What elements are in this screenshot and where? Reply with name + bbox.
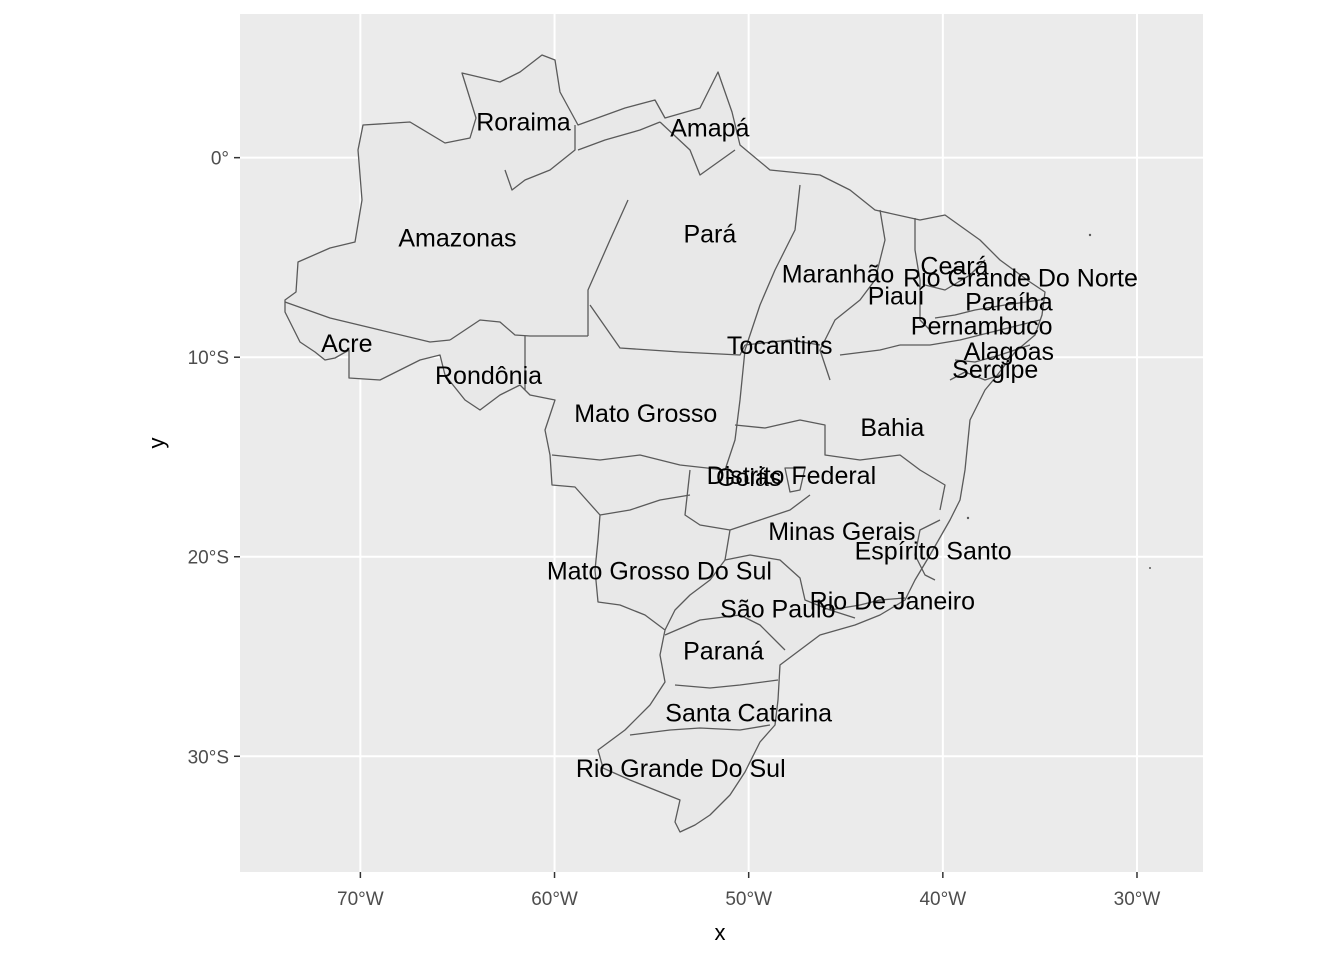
border-sc-rs — [629, 724, 771, 736]
state-label: Distrito Federal — [707, 462, 877, 490]
border-rn-paraiba — [934, 299, 1041, 319]
state-borders — [284, 121, 1041, 736]
island-dot — [966, 516, 970, 520]
state-labels: Amazonas Roraima Amapá Pará Acre Rondônia Mato… — [321, 109, 1138, 783]
x-axis-title: x — [715, 920, 726, 945]
border-tocantins-maranhao — [744, 339, 821, 346]
state-label: Piauí — [868, 282, 925, 310]
y-tick-label: 30°S — [188, 747, 229, 768]
state-label: Pernambuco — [911, 312, 1053, 340]
y-tick-label: 0° — [211, 149, 229, 170]
state-label: Santa Catarina — [665, 699, 832, 727]
x-tick-label: 60°W — [531, 889, 578, 910]
state-label: Tocantins — [727, 332, 833, 360]
state-shapes — [284, 54, 1151, 833]
state-label: Paraíba — [965, 288, 1053, 316]
x-axis-ticks: 70°W 60°W 50°W 40°W 30°W — [337, 872, 1160, 910]
y-axis-title: y — [144, 438, 169, 449]
state-label: Amazonas — [398, 224, 516, 252]
state-label: Roraima — [476, 109, 571, 137]
border-piaui-bahia — [839, 344, 901, 356]
y-axis-ticks: 0° 10°S 20°S 30°S — [188, 149, 240, 768]
border-para-tocantins — [724, 184, 801, 471]
border-mg-es — [914, 519, 941, 581]
state-label: São Paulo — [720, 596, 835, 624]
y-tick-label: 10°S — [188, 348, 229, 369]
distrito-federal-shape — [784, 467, 806, 493]
border-sp-parana — [664, 614, 786, 651]
state-label: Rondônia — [435, 362, 542, 390]
state-label: Rio Grande Do Sul — [576, 755, 786, 783]
x-tick-label: 70°W — [337, 889, 384, 910]
border-mg-rj — [829, 597, 906, 611]
border-pe-alagoas — [954, 344, 1031, 363]
border-ceara-rn — [924, 259, 986, 291]
island-dot — [1088, 233, 1092, 237]
state-label: Espírito Santo — [855, 538, 1012, 566]
border-amazonas-para — [587, 199, 629, 336]
border-maranhao-piaui — [819, 209, 886, 381]
border-mt-goias — [551, 454, 726, 471]
border-ms-sp — [664, 559, 726, 631]
state-label: Amapá — [670, 115, 749, 143]
border-piaui-ceara — [914, 218, 931, 331]
state-label: Acre — [321, 330, 372, 358]
border-bahia-mg-goias — [734, 419, 946, 511]
border-roraima-amazonas — [504, 125, 576, 191]
country-outline — [284, 54, 1046, 833]
border-alagoas-sergipe — [949, 371, 1001, 381]
border-amapa-para — [659, 121, 736, 176]
state-label: Alagoas — [964, 338, 1054, 366]
x-tick-label: 40°W — [919, 889, 966, 910]
state-label: Goiás — [716, 464, 781, 492]
x-tick-label: 30°W — [1114, 889, 1161, 910]
state-label: Paraná — [683, 638, 764, 666]
border-acre-amazonas — [284, 301, 451, 343]
state-label: Minas Gerais — [768, 518, 915, 546]
border-mt-ms — [599, 494, 691, 516]
state-label: Rio Grande Do Norte — [903, 264, 1138, 292]
state-label: Pará — [683, 220, 736, 248]
y-tick-label: 20°S — [188, 548, 229, 569]
state-label: Bahia — [860, 414, 924, 442]
x-tick-label: 50°W — [725, 889, 772, 910]
state-label: Maranhão — [782, 260, 895, 288]
border-para-north — [577, 121, 661, 151]
state-label: Ceará — [920, 252, 988, 280]
border-sp-mg — [724, 529, 856, 619]
border-amazonas-rondonia — [449, 319, 588, 341]
state-label: Mato Grosso Do Sul — [547, 558, 772, 586]
border-para-mt — [589, 304, 746, 356]
border-pb-pernambuco — [900, 319, 1041, 346]
island-dot — [1149, 567, 1151, 569]
state-label: Mato Grosso — [574, 400, 717, 428]
border-parana-sc — [674, 679, 779, 689]
state-label: Sergipe — [952, 356, 1038, 384]
state-label: Rio De Janeiro — [810, 588, 975, 616]
